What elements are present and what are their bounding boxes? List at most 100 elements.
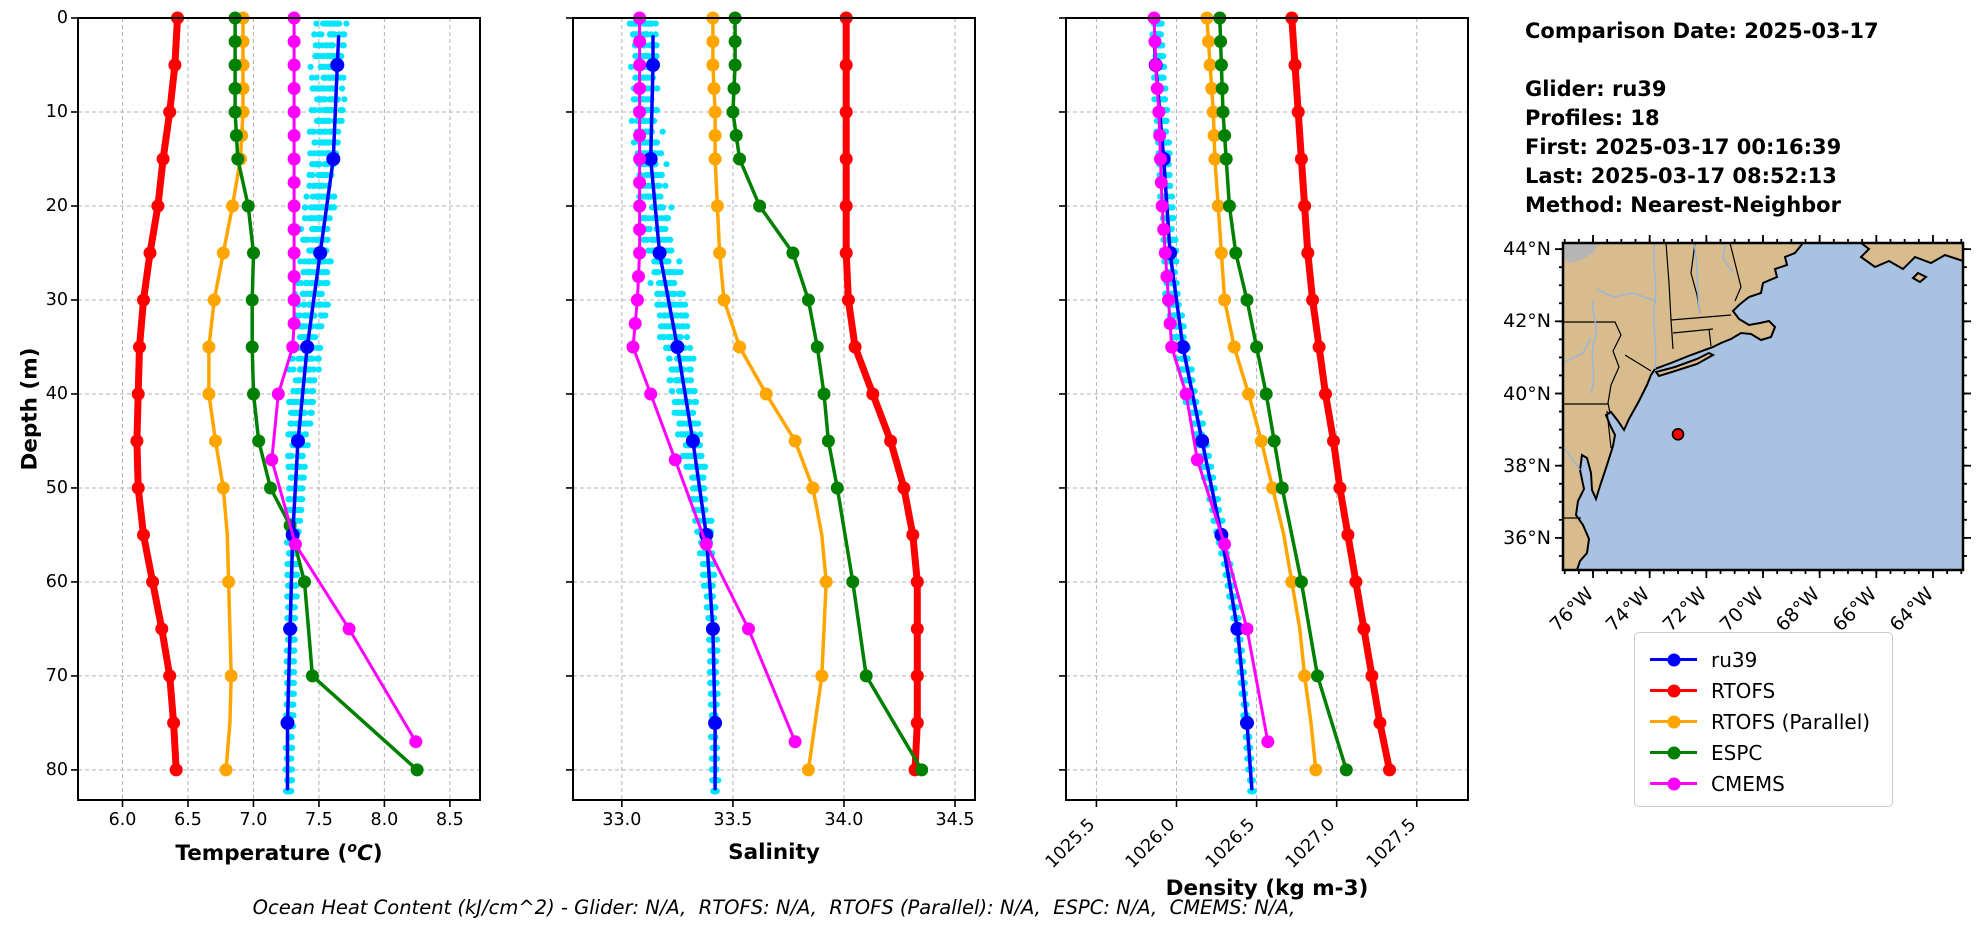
method-text: Method: Nearest-Neighbor [1525,193,1841,217]
series-rtofs [130,11,184,777]
legend-line-sample [1650,777,1697,790]
temperature-canvas [71,11,481,807]
y-tick-label: 0 [56,8,68,28]
first-profile-text: First: 2025-03-17 00:16:39 [1525,135,1842,159]
axes-border [77,17,481,801]
xlabel-sup: o [347,840,357,856]
legend-item-cmems: CMEMS [1650,768,1892,799]
tick-marks [1059,17,1418,807]
temperature-plot: Temperature (oC) 6.0 6.5 7.0 7.5 8.0 8.5 0 10 20… [46,8,481,866]
lake-region [1563,243,1599,263]
legend-line-sample [1650,653,1697,666]
info-panel: Comparison Date: 2025-03-17 Glider: ru39… [1525,17,1879,220]
legend-label: RTOFS (Parallel) [1711,709,1871,734]
ohc-footer: Ocean Heat Content (kJ/cm^2) - Glider: N… [252,896,1296,919]
series-cmems [626,11,802,749]
state-border [1624,354,1652,372]
series-rtofs-parallel- [1200,11,1323,777]
map-border [1561,241,1965,572]
axes-border [572,17,976,801]
x-tick-label: 34.0 [824,810,864,830]
xlabel-text: Salinity [728,840,820,865]
river [1722,244,1734,274]
x-tick-label: 6.0 [108,810,137,830]
salinity-axis-label: Salinity [573,840,975,865]
xlabel-text: Density (kg m-3) [1165,876,1369,901]
density-plot: Density (kg m-3) 1025.5 1026.0 1026.5 1027.… [1042,11,1469,901]
legend-marker-dot [1667,746,1680,759]
tick-marks [71,17,451,807]
salinity-plot: Salinity 33.0 33.5 34.0 34.5 [566,11,976,865]
y-tick-label: 60 [45,571,68,592]
legend-label: ru39 [1711,647,1758,672]
y-tick-label: 50 [45,477,68,498]
density-axis-label: Density (kg m-3) [1066,876,1468,901]
y-tick-label: 40 [45,383,68,404]
state-border [1729,242,1742,302]
series-espc [1213,11,1353,777]
river [1693,242,1701,314]
profiles-text: Profiles: 18 [1525,106,1660,130]
map-lat-tick-label: 42°N [1503,310,1551,333]
map-lat-tick-label: 38°N [1503,454,1551,477]
state-border [1672,328,1714,334]
legend-marker-dot [1667,777,1680,790]
river [1653,242,1657,370]
x-tick-label: 33.5 [713,810,753,830]
x-tick-label: 34.5 [935,810,975,830]
mainland-coastline [1562,242,1806,571]
series-rtofs [1285,11,1396,777]
comparison-date-text: Comparison Date: 2025-03-17 [1525,19,1879,43]
last-profile-text: Last: 2025-03-17 08:52:13 [1525,164,1837,188]
location-map: 44°N 42°N 40°N 38°N 36°N 76°W 74°W 72°W 70°W 68°W… [1503,235,1971,636]
legend-line-sample [1650,684,1697,697]
info-gap [1525,46,1879,75]
series-cmems [265,11,423,749]
x-tick-label: 7.5 [305,810,333,830]
state-border [1563,321,1622,414]
legend-label: CMEMS [1711,771,1785,796]
legend-line-sample [1650,746,1697,759]
map-lat-tick-label: 36°N [1503,526,1551,549]
density-canvas [1059,11,1469,807]
x-tick-label: 7.0 [239,810,268,830]
river [1562,447,1581,471]
glider-position-marker [1671,427,1685,441]
river [1562,337,1592,364]
state-border [1670,314,1732,321]
legend: ru39 RTOFS RTOFS (Parallel) ESPC CMEMS [1634,632,1893,807]
legend-item-rtofs-parallel-: RTOFS (Parallel) [1650,706,1892,737]
legend-marker-dot [1667,715,1680,728]
map-lat-tick-label: 40°N [1503,382,1551,405]
xlabel-italic: C [356,841,373,867]
legend-marker-dot [1667,684,1680,697]
legend-item-ru39: ru39 [1650,644,1892,675]
xlabel-text: Temperature ( [175,841,348,867]
series-espc [726,11,929,777]
legend-marker-dot [1667,653,1680,666]
x-tick-label: 8.0 [370,810,399,830]
river [1590,300,1597,394]
glider-text: Glider: ru39 [1525,77,1667,101]
series-ru39 [643,35,723,791]
salinity-canvas [566,11,976,807]
long-island [1654,351,1716,378]
x-tick-label: 8.5 [435,810,464,830]
state-border [1606,410,1612,449]
y-tick-label: 70 [45,665,68,686]
legend-label: ESPC [1711,740,1763,765]
series-ru39 [280,35,345,791]
tick-marks [566,17,956,807]
temperature-axis-label: Temperature (oC) [78,840,480,866]
series-rtofs [839,11,924,777]
y-tick-label: 10 [45,101,68,122]
map-rivers [1562,242,1734,471]
axes-border [1065,17,1469,801]
map-canvas [1555,235,1971,578]
series-rtofs-parallel- [706,11,833,777]
state-border [1665,242,1674,350]
river [1596,288,1656,302]
map-lat-tick-label: 44°N [1503,238,1551,261]
y-tick-label: 20 [45,195,68,216]
